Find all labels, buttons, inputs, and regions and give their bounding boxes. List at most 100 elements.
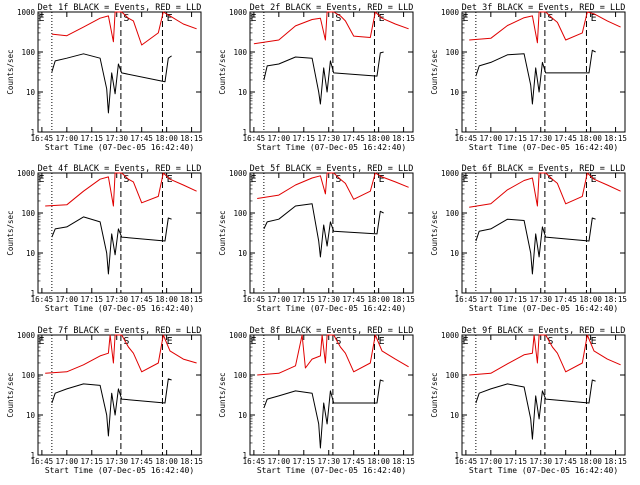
plot-frame bbox=[37, 172, 202, 294]
panel-5: Det 5f BLACK = Events, RED = LLD 1 10 100 10… bbox=[218, 164, 415, 313]
x-tick-label: 18:15 bbox=[180, 134, 203, 143]
y-tick-label: 1000 bbox=[17, 331, 36, 340]
x-axis-label: Start Time (07-Dec-05 16:42:40) bbox=[257, 466, 406, 475]
x-tick-label: 17:00 bbox=[480, 295, 503, 304]
x-tick-label: 17:30 bbox=[529, 134, 552, 143]
x-tick-label: 18:15 bbox=[392, 457, 415, 466]
y-tick-label: 1000 bbox=[17, 8, 36, 17]
y-tick-label: 1000 bbox=[229, 169, 248, 178]
marker-s-label: S bbox=[123, 13, 129, 24]
x-tick-label: 17:15 bbox=[292, 134, 315, 143]
x-tick-label: 18:00 bbox=[579, 134, 602, 143]
lld-series-line bbox=[51, 11, 197, 46]
events-series-line bbox=[475, 49, 596, 105]
x-tick-label: 17:45 bbox=[342, 134, 365, 143]
plot-frame bbox=[249, 11, 414, 133]
marker-s-label: S bbox=[335, 174, 341, 185]
plot-frame bbox=[461, 11, 626, 133]
lld-series-line bbox=[257, 172, 409, 200]
y-tick-label: 10 bbox=[26, 411, 36, 420]
x-tick-label: 17:15 bbox=[80, 134, 103, 143]
marker-e-label: E bbox=[39, 174, 45, 185]
lld-series-line bbox=[45, 172, 197, 207]
panel-title: Det 4f BLACK = Events, RED = LLD bbox=[38, 164, 202, 174]
x-tick-label: 17:45 bbox=[130, 457, 153, 466]
y-tick-label: 1 bbox=[30, 128, 35, 137]
lld-series-line bbox=[469, 172, 621, 208]
x-tick-label: 17:30 bbox=[105, 457, 128, 466]
y-tick-label: 100 bbox=[445, 48, 459, 57]
x-tick-label: 18:00 bbox=[155, 457, 178, 466]
x-tick-label: 18:15 bbox=[392, 134, 415, 143]
y-tick-label: 1 bbox=[454, 289, 459, 298]
x-tick-label: 17:15 bbox=[80, 457, 103, 466]
x-tick-label: 18:00 bbox=[579, 295, 602, 304]
marker-e-label: E bbox=[251, 174, 257, 185]
events-series-line bbox=[263, 51, 384, 105]
x-axis-label: Start Time (07-Dec-05 16:42:40) bbox=[257, 143, 406, 152]
marker-e-label: E bbox=[39, 13, 45, 24]
plot-frame bbox=[461, 334, 626, 456]
y-tick-label: 1 bbox=[454, 451, 459, 460]
marker-e-label: E bbox=[463, 336, 469, 347]
y-tick-label: 100 bbox=[445, 371, 459, 380]
x-tick-label: 18:15 bbox=[604, 134, 627, 143]
x-axis-label: Start Time (07-Dec-05 16:42:40) bbox=[469, 143, 618, 152]
x-tick-label: 16:45 bbox=[31, 134, 54, 143]
x-tick-label: 16:45 bbox=[455, 295, 478, 304]
x-tick-label: 18:15 bbox=[180, 457, 203, 466]
y-tick-label: 1000 bbox=[441, 331, 460, 340]
y-tick-label: 100 bbox=[233, 371, 247, 380]
plot-frame bbox=[249, 172, 414, 294]
y-tick-label: 1 bbox=[454, 128, 459, 137]
marker-e-label: E bbox=[463, 174, 469, 185]
x-tick-label: 17:15 bbox=[292, 295, 315, 304]
panel-9: Det 9f BLACK = Events, RED = LLD 1 10 100 10… bbox=[430, 326, 627, 475]
x-tick-label: 17:30 bbox=[317, 295, 340, 304]
y-tick-label: 100 bbox=[233, 209, 247, 218]
y-tick-label: 1 bbox=[30, 289, 35, 298]
x-tick-label: 17:45 bbox=[554, 457, 577, 466]
marker-e-label: E bbox=[167, 336, 173, 347]
y-axis-label: Counts/sec bbox=[430, 372, 439, 417]
marker-s-label: S bbox=[335, 336, 341, 347]
x-tick-label: 17:15 bbox=[504, 134, 527, 143]
y-tick-label: 1000 bbox=[17, 169, 36, 178]
y-axis-label: Counts/sec bbox=[6, 49, 15, 94]
x-tick-label: 17:30 bbox=[105, 134, 128, 143]
x-tick-label: 18:00 bbox=[155, 295, 178, 304]
x-tick-label: 17:00 bbox=[480, 134, 503, 143]
marker-e-label: E bbox=[379, 174, 385, 185]
y-tick-label: 1 bbox=[30, 451, 35, 460]
x-tick-label: 17:00 bbox=[56, 457, 79, 466]
marker-s-label: S bbox=[335, 13, 341, 24]
panel-8: Det 8f BLACK = Events, RED = LLD 1 10 100 10… bbox=[218, 326, 415, 475]
y-tick-label: 10 bbox=[238, 249, 248, 258]
x-tick-label: 18:00 bbox=[367, 134, 390, 143]
x-tick-label: 17:00 bbox=[268, 295, 291, 304]
plot-frame bbox=[461, 172, 626, 294]
x-tick-label: 17:15 bbox=[504, 457, 527, 466]
marker-s-label: S bbox=[123, 336, 129, 347]
x-tick-label: 17:45 bbox=[554, 295, 577, 304]
lld-series-line bbox=[253, 11, 409, 45]
y-axis-label: Counts/sec bbox=[6, 210, 15, 255]
y-tick-label: 100 bbox=[233, 48, 247, 57]
lld-series-line bbox=[469, 11, 621, 44]
y-tick-label: 10 bbox=[238, 88, 248, 97]
y-tick-label: 100 bbox=[21, 209, 35, 218]
marker-e-label: E bbox=[591, 336, 597, 347]
x-axis-label: Start Time (07-Dec-05 16:42:40) bbox=[45, 466, 194, 475]
marker-e-label: E bbox=[167, 13, 173, 24]
y-tick-label: 100 bbox=[21, 48, 35, 57]
marker-s-label: S bbox=[123, 174, 129, 185]
events-series-line bbox=[475, 379, 596, 440]
x-tick-label: 17:45 bbox=[342, 457, 365, 466]
x-tick-label: 17:30 bbox=[529, 457, 552, 466]
x-tick-label: 16:45 bbox=[455, 134, 478, 143]
panel-title: Det 3f BLACK = Events, RED = LLD bbox=[462, 3, 626, 13]
marker-e-label: E bbox=[39, 336, 45, 347]
plot-frame bbox=[37, 334, 202, 456]
